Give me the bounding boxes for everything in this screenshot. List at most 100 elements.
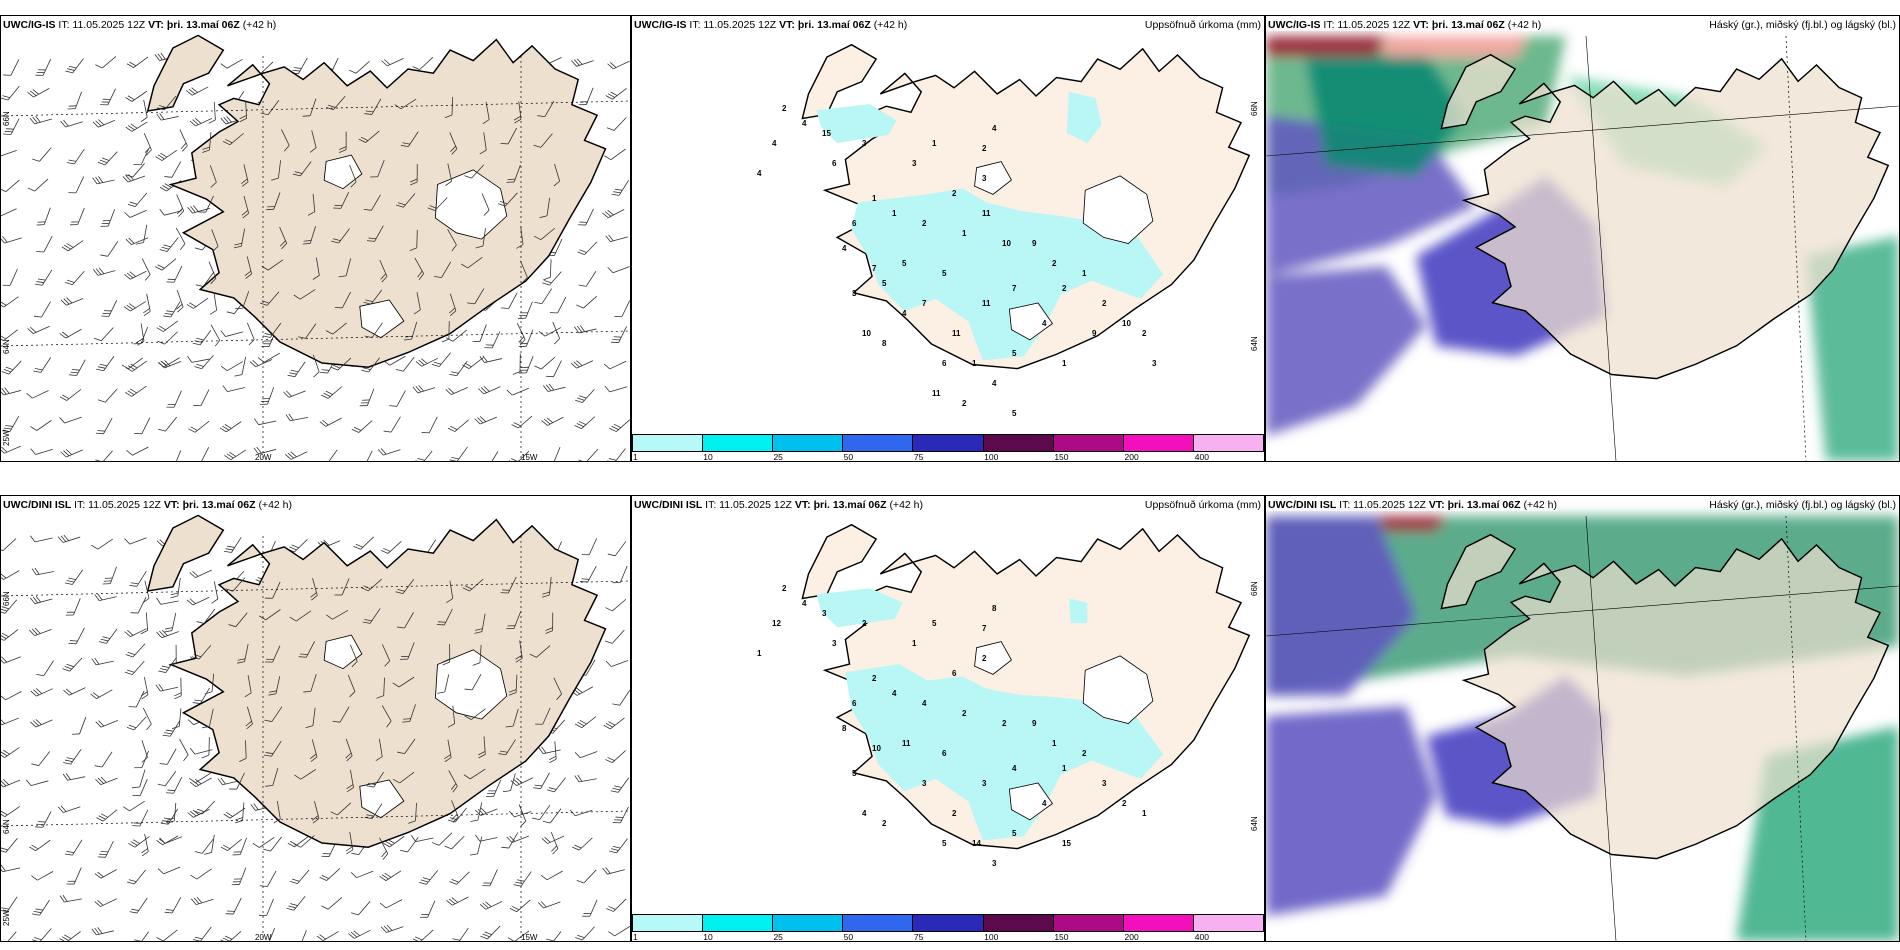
wind-barb xyxy=(1,779,21,788)
wind-barb xyxy=(570,360,594,369)
wind-barb xyxy=(66,867,82,885)
lon-label-15w: 15W xyxy=(521,933,538,942)
wind-barb xyxy=(225,897,242,915)
wind-barb xyxy=(70,207,85,226)
precip-value-label: 2 xyxy=(1062,284,1067,293)
wind-barb xyxy=(60,120,83,128)
wind-barb xyxy=(222,385,246,393)
wind-barb xyxy=(606,117,627,131)
wind-barb xyxy=(264,706,283,722)
precip-value-label: 11 xyxy=(902,739,911,748)
wind-barb xyxy=(572,837,593,851)
wind-barb xyxy=(549,741,557,764)
panel-wind-dini: UWC/DINI ISL IT: 11.05.2025 12Z VT: þri.… xyxy=(0,495,631,942)
wind-barb xyxy=(61,240,84,252)
precip-value-label: 2 xyxy=(952,189,957,198)
wind-barb xyxy=(347,674,356,698)
wind-barb xyxy=(474,613,486,634)
wind-barb xyxy=(480,925,501,940)
precip-value-label: 11 xyxy=(932,389,941,398)
wind-barb xyxy=(94,593,117,602)
wind-barb xyxy=(191,645,212,660)
wind-barb xyxy=(569,809,593,817)
colorbar-cell xyxy=(632,914,703,932)
wind-barb xyxy=(612,565,628,584)
wind-barb xyxy=(533,133,553,148)
wind-barb xyxy=(605,660,629,667)
wind-barb xyxy=(64,569,84,585)
wind-barb xyxy=(575,388,595,403)
precip-value-label: 10 xyxy=(872,744,881,753)
wind-barb xyxy=(383,416,401,433)
wind-barb xyxy=(29,595,53,605)
wind-barb xyxy=(333,191,350,209)
wind-barb xyxy=(610,777,630,793)
wind-barb xyxy=(259,870,277,887)
wind-barb xyxy=(253,446,277,455)
wind-barb xyxy=(97,840,114,858)
panel-header: UWC/IG-IS IT: 11.05.2025 12Z VT: þri. 13… xyxy=(1268,19,1542,31)
wind-barb xyxy=(475,834,498,842)
wind-barb xyxy=(65,598,81,616)
wind-barb xyxy=(534,356,556,370)
wind-barb xyxy=(125,385,147,397)
wind-barb xyxy=(190,868,212,880)
wind-barb xyxy=(540,870,563,881)
wind-barb xyxy=(294,769,317,780)
wind-barb xyxy=(241,164,249,187)
wind-barb xyxy=(28,839,51,852)
wind-barb xyxy=(122,174,146,183)
wind-barb xyxy=(97,388,118,403)
wind-barb xyxy=(1,179,20,193)
wind-barb xyxy=(434,261,452,278)
wind-barb xyxy=(93,267,116,276)
wind-barb xyxy=(397,738,416,755)
lat-label-25w: 25W xyxy=(2,429,11,446)
wind-barb xyxy=(381,705,392,728)
wind-barb xyxy=(126,446,149,456)
wind-barb xyxy=(3,59,20,76)
wind-barb xyxy=(298,641,316,658)
wind-barb xyxy=(64,839,83,856)
precip-value-label: 4 xyxy=(802,119,807,128)
wind-barb xyxy=(550,831,559,855)
wind-barb xyxy=(141,740,148,763)
wind-barb xyxy=(402,704,416,723)
wind-barb xyxy=(449,871,470,885)
wind-barb xyxy=(59,328,82,339)
wind-barb xyxy=(316,931,339,941)
wind-barb xyxy=(237,643,249,664)
wind-barb xyxy=(179,738,189,762)
precip-value-label: 3 xyxy=(852,289,857,298)
wind-barb xyxy=(364,322,383,338)
wind-barb xyxy=(502,773,516,793)
wind-barb xyxy=(534,288,553,305)
wind-barb xyxy=(262,322,282,338)
wind-barb xyxy=(330,357,352,371)
precip-value-label: 1 xyxy=(757,649,762,658)
wind-barb xyxy=(140,676,149,700)
wind-barb xyxy=(210,324,221,347)
wind-barb xyxy=(239,740,247,762)
wind-barb xyxy=(325,322,347,335)
wind-barb xyxy=(338,258,352,278)
precip-value-label: 7 xyxy=(922,299,927,308)
wind-barb xyxy=(156,320,179,332)
wind-barb xyxy=(1,445,21,454)
wind-barb xyxy=(128,690,145,708)
wind-barb xyxy=(375,738,383,762)
wind-barb xyxy=(200,447,210,461)
wind-barb xyxy=(30,535,53,543)
wind-barb xyxy=(293,289,316,300)
precip-value-label: 1 xyxy=(932,139,937,148)
wind-barb xyxy=(57,805,81,813)
wind-barb xyxy=(126,56,149,68)
wind-barb xyxy=(447,419,469,432)
panel-header: UWC/DINI ISL IT: 11.05.2025 12Z VT: þri.… xyxy=(1268,499,1557,511)
wind-barb xyxy=(507,930,530,941)
wind-barb xyxy=(30,688,53,697)
wind-barb xyxy=(541,835,565,844)
wind-barb xyxy=(349,644,358,668)
precip-value-label: 10 xyxy=(1122,319,1131,328)
wind-barb xyxy=(474,416,497,425)
